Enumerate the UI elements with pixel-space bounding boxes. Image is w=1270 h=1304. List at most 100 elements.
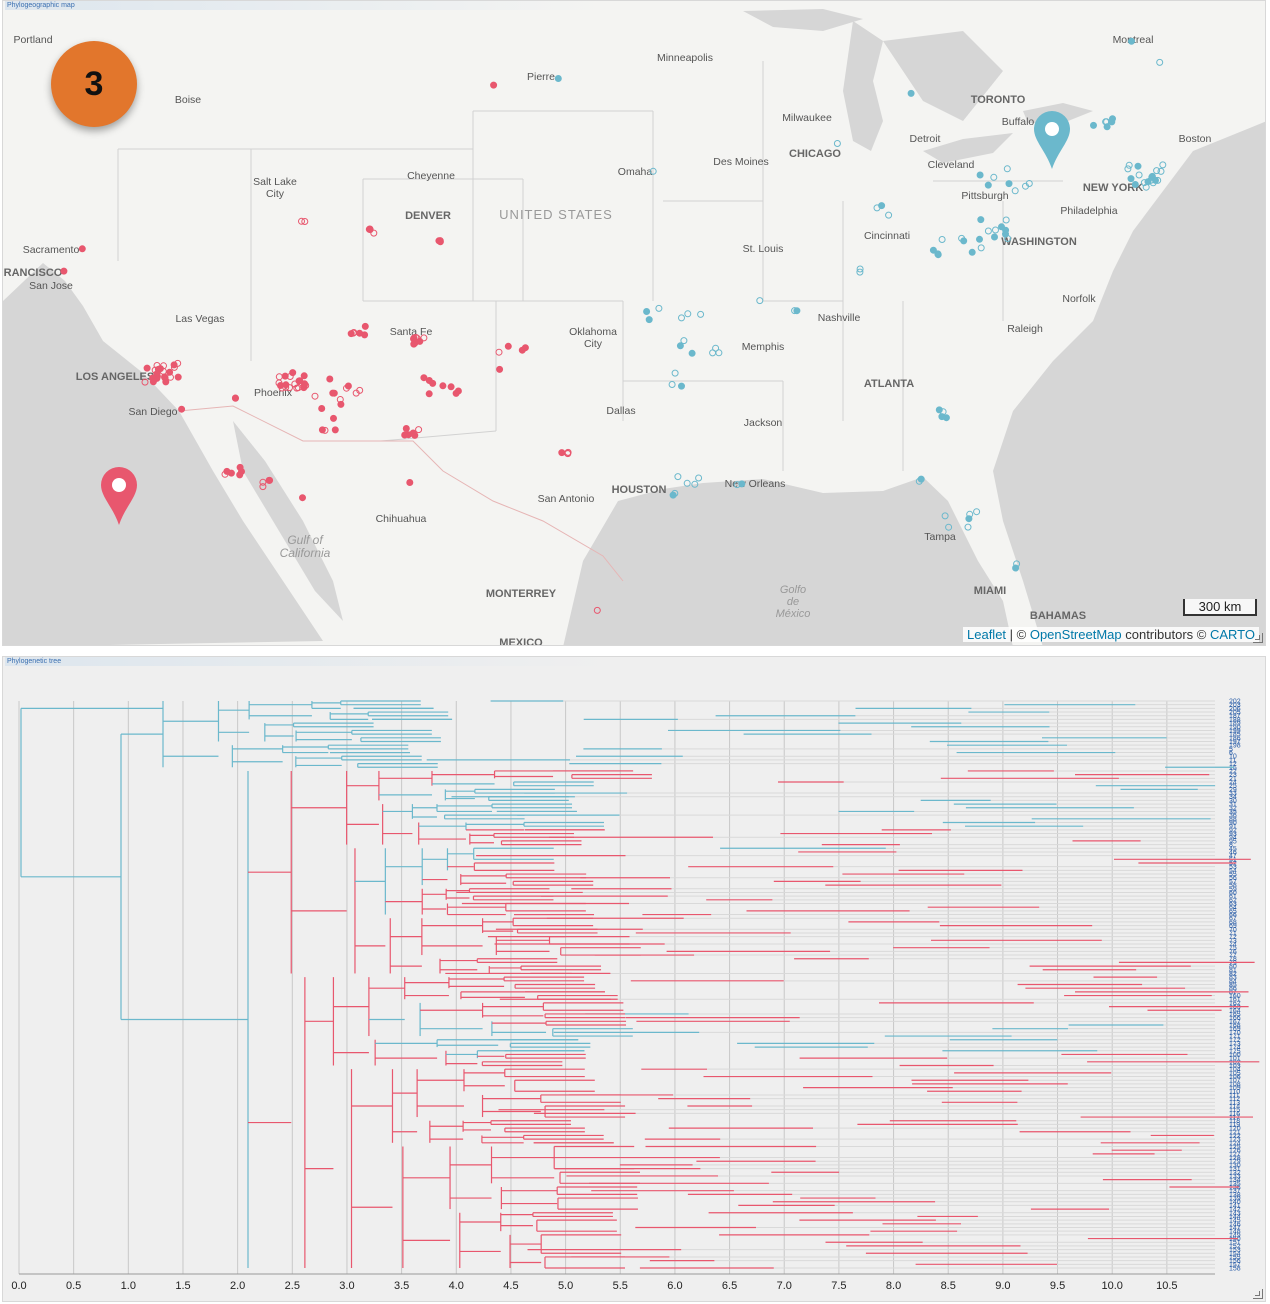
leaf-label: 68 bbox=[1229, 919, 1237, 926]
sample-point bbox=[935, 406, 943, 414]
leaf-label: 144 bbox=[1229, 1214, 1241, 1221]
phylogeographic-map-panel[interactable]: Phylogeographic map UNITED STATES Gulf of… bbox=[2, 0, 1266, 646]
leaf-label: 115 bbox=[1229, 1107, 1240, 1114]
leaf-label: 160 bbox=[1229, 993, 1241, 1000]
leaf-label: 117 bbox=[1229, 1115, 1240, 1122]
leaf-label: 80 bbox=[1229, 964, 1237, 971]
leaf-label: 83 bbox=[1229, 975, 1237, 982]
x-tick-label: 2.5 bbox=[285, 1280, 300, 1292]
sample-point bbox=[331, 426, 339, 434]
sample-point bbox=[856, 265, 864, 273]
lake-michigan bbox=[843, 21, 883, 151]
sample-point bbox=[934, 251, 942, 259]
sample-point bbox=[452, 389, 460, 397]
sample-point bbox=[490, 81, 498, 89]
x-tick-label: 8.0 bbox=[886, 1280, 901, 1292]
leaf-label: 130 bbox=[1229, 1162, 1241, 1169]
leaf-label: 168 bbox=[1229, 1023, 1241, 1030]
map-resize-handle[interactable] bbox=[1253, 633, 1263, 643]
leaflet-link[interactable]: Leaflet bbox=[967, 627, 1007, 642]
sample-point bbox=[1153, 167, 1161, 175]
sample-point bbox=[990, 173, 998, 181]
sample-point bbox=[425, 390, 433, 398]
city-label: Norfolk bbox=[1062, 293, 1096, 305]
sample-point bbox=[518, 346, 526, 354]
leaf-label: 75 bbox=[1229, 945, 1237, 952]
leaf-label: 67 bbox=[1229, 916, 1237, 923]
x-tick-label: 8.5 bbox=[941, 1280, 956, 1292]
leaf-label: 119 bbox=[1229, 1122, 1240, 1129]
sample-point bbox=[856, 268, 864, 276]
leaf-label: 11 bbox=[1229, 757, 1236, 764]
sample-point bbox=[447, 383, 455, 391]
city-label: San Jose bbox=[29, 280, 73, 292]
carto-link[interactable]: CARTO bbox=[1209, 627, 1255, 642]
sample-point bbox=[78, 245, 86, 253]
x-tick-label: 7.0 bbox=[777, 1280, 792, 1292]
leaf-label: 87 bbox=[1229, 989, 1237, 996]
red-location-marker[interactable] bbox=[101, 467, 137, 525]
sample-point bbox=[833, 140, 841, 147]
tree-grid: 0.0 0.5 1.0 1.5 2.0 2.5 3.0 3.5 4.0 4.5 5.0 5.5 6.0 6… bbox=[11, 701, 1215, 1292]
sample-point bbox=[330, 414, 337, 422]
leaf-label: 36 bbox=[1229, 813, 1237, 820]
city-label: San Diego bbox=[128, 406, 177, 418]
osm-link[interactable]: OpenStreetMap bbox=[1029, 627, 1122, 642]
leaf-label: 128 bbox=[1229, 1155, 1241, 1162]
leaf-label: 8 bbox=[1229, 842, 1233, 849]
x-tick-label: 1.5 bbox=[175, 1280, 190, 1292]
sample-point bbox=[166, 368, 174, 376]
sample-point bbox=[671, 369, 679, 377]
country-label: UNITED STATES bbox=[499, 207, 613, 222]
sample-point bbox=[337, 400, 345, 408]
leaf-label: 46 bbox=[1229, 849, 1237, 856]
leaf-label: 133 bbox=[1229, 1173, 1241, 1180]
leaf-label: 188 bbox=[1229, 717, 1241, 724]
leaf-label: 25 bbox=[1229, 783, 1237, 790]
leaf-label: 114 bbox=[1229, 1104, 1240, 1111]
tree-resize-handle[interactable] bbox=[1253, 1289, 1263, 1299]
city-label: Cheyenne bbox=[407, 170, 455, 182]
sample-point bbox=[695, 474, 703, 482]
leaf-label: 197 bbox=[1229, 739, 1241, 746]
leaf-label: 94 bbox=[1229, 835, 1237, 842]
leaf-label: 72 bbox=[1229, 934, 1237, 941]
blue-location-marker[interactable] bbox=[1034, 111, 1070, 169]
lake-huron bbox=[883, 31, 1003, 121]
leaf-label: 140 bbox=[1229, 1199, 1241, 1206]
sample-point bbox=[558, 449, 566, 457]
leaf-label: 141 bbox=[1229, 1203, 1241, 1210]
sample-point bbox=[907, 89, 915, 97]
city-label: City bbox=[584, 338, 603, 350]
leaf-label: 105 bbox=[1229, 1070, 1241, 1077]
phylogenetic-tree-panel: Phylogenetic tree 0.0 0.5 1.0 1.5 2.0 2.5 3.0 3… bbox=[2, 656, 1266, 1302]
sample-points bbox=[60, 37, 1167, 614]
leaf-label: 100 bbox=[1229, 1052, 1241, 1059]
sample-point bbox=[554, 75, 562, 82]
city-label: DENVER bbox=[405, 210, 451, 222]
sample-point bbox=[1128, 37, 1135, 45]
leaf-label: 92 bbox=[1229, 827, 1237, 834]
leaf-label: 166 bbox=[1229, 1015, 1241, 1022]
leaf-label: 174 bbox=[1229, 1045, 1241, 1052]
sample-point bbox=[1125, 161, 1133, 169]
sample-point bbox=[265, 476, 273, 484]
city-label: New Orleans bbox=[725, 478, 786, 490]
city-label: Dallas bbox=[606, 405, 635, 417]
gulf-of-california bbox=[233, 421, 343, 621]
leaf-label: 88 bbox=[1229, 816, 1237, 823]
sample-point bbox=[301, 380, 309, 388]
leaf-label: 32 bbox=[1229, 805, 1237, 812]
leaf-label: 173 bbox=[1229, 1041, 1241, 1048]
water-label-gulf-of-california-2: California bbox=[280, 546, 331, 560]
leaf-label: 81 bbox=[1229, 967, 1237, 974]
leaf-label: 60 bbox=[1229, 890, 1237, 897]
sample-point bbox=[60, 267, 68, 275]
city-label: RANCISCO bbox=[4, 267, 63, 279]
sample-point bbox=[330, 389, 338, 397]
x-tick-label: 1.0 bbox=[121, 1280, 136, 1292]
sample-point bbox=[984, 227, 992, 235]
leaf-label: 55 bbox=[1229, 872, 1237, 879]
sample-point bbox=[412, 333, 420, 341]
